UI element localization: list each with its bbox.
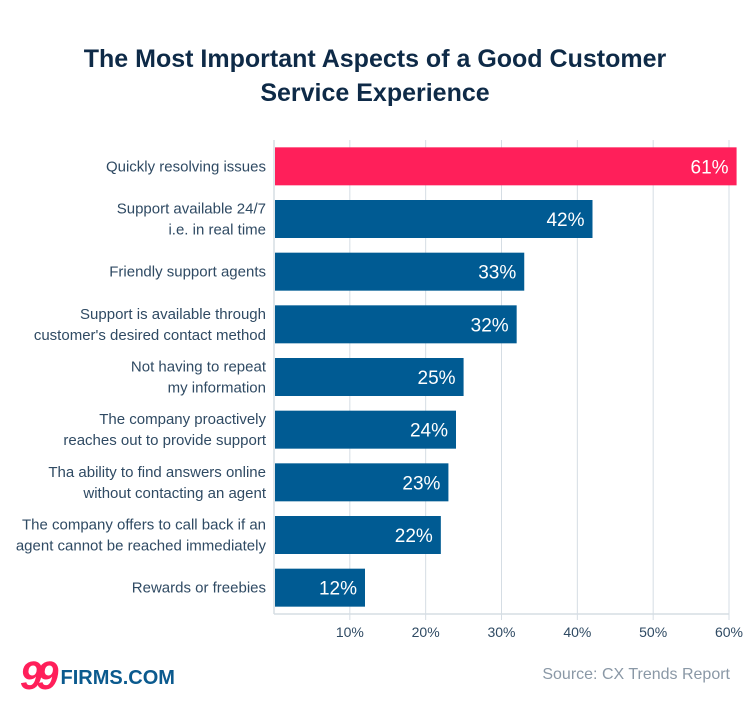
category-label: i.e. in real time [168,222,266,239]
chart-title: The Most Important Aspects of a Good Cus… [0,42,750,110]
x-tick-label: 60% [715,624,743,640]
logo-text: FIRMS.COM [60,666,175,689]
bar [275,252,525,291]
bar [275,200,593,238]
category-label: Quickly resolving issues [106,158,266,175]
bar-value-label: 42% [546,210,584,231]
category-label: Not having to repeat [131,359,267,376]
bar [275,305,517,344]
bar-value-label: 22% [395,526,433,547]
category-label: Support is available through [80,306,266,323]
bar-value-label: 61% [691,157,729,178]
source-note: Source: CX Trends Report [542,666,730,683]
category-label: Friendly support agents [109,264,266,281]
category-label: reaches out to provide support [63,432,266,449]
bar [275,516,441,554]
x-tick-label: 30% [487,624,515,640]
logo-99firms: 99 FIRMS.COM [20,656,175,696]
bar [275,147,737,186]
bar-value-label: 25% [418,368,456,389]
bar [275,568,365,607]
bar [275,463,449,502]
chart-title-line-1: The Most Important Aspects of a Good Cus… [83,45,667,73]
bar-value-label: 32% [471,315,509,336]
x-tick-label: 40% [563,624,591,640]
logo-number: 99 [20,654,58,698]
bar [275,410,456,449]
category-label: Support available 24/7 [117,201,266,218]
category-label: Rewards or freebies [132,580,266,597]
x-tick-label: 20% [412,624,440,640]
category-label: Tha ability to find answers online [48,464,266,481]
bar-value-label: 24% [410,421,448,442]
x-tick-label: 50% [639,624,667,640]
category-label: without contacting an agent [82,485,266,502]
category-label: my information [168,380,266,397]
category-label: customer's desired contact method [34,327,266,344]
bar-value-label: 33% [478,263,516,284]
category-label: agent cannot be reached immediately [16,538,267,555]
x-tick-label: 10% [336,624,364,640]
category-label: The company offers to call back if an [22,517,266,534]
bar [275,358,464,396]
bar-value-label: 23% [402,473,440,494]
category-label: The company proactively [99,411,266,428]
chart-title-line-2: Service Experience [260,79,490,107]
bar-value-label: 12% [319,579,357,600]
